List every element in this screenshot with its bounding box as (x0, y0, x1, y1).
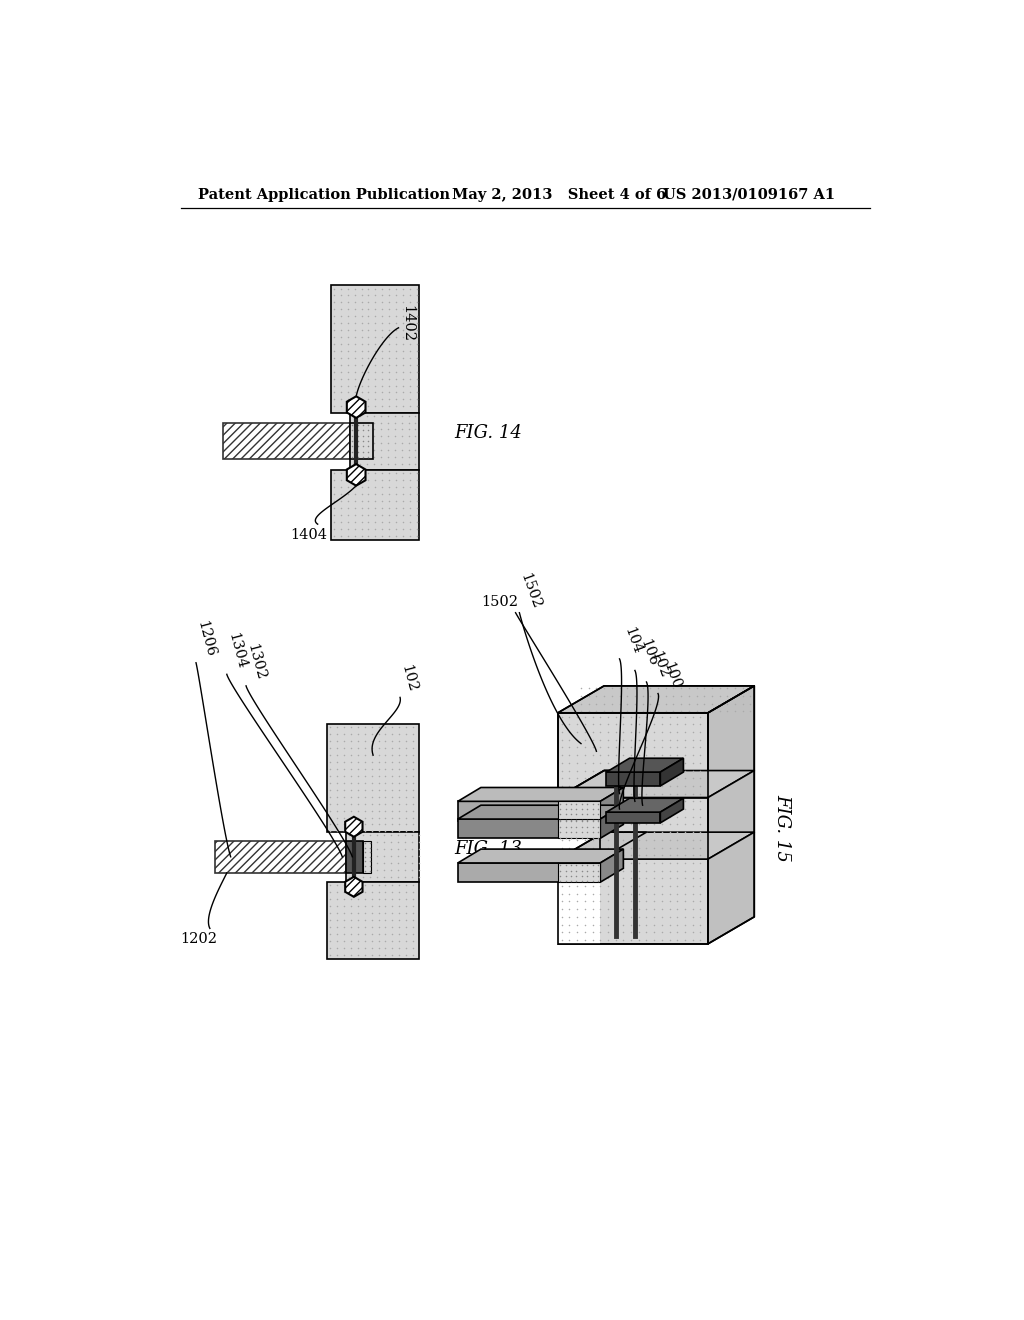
Bar (606, 772, 660, 785)
Polygon shape (708, 686, 755, 797)
Text: 104: 104 (622, 626, 644, 656)
Text: FIG. 13: FIG. 13 (454, 840, 522, 858)
Polygon shape (660, 758, 683, 785)
Text: 100: 100 (660, 660, 683, 692)
Polygon shape (558, 771, 646, 797)
Polygon shape (558, 771, 755, 797)
Text: Patent Application Publication: Patent Application Publication (198, 187, 450, 202)
Bar (350, 422, 373, 459)
Bar (556, 859, 600, 944)
Polygon shape (558, 832, 755, 859)
Text: 1206: 1206 (195, 619, 218, 659)
Text: May 2, 2013   Sheet 4 of 6: May 2, 2013 Sheet 4 of 6 (453, 187, 667, 202)
Text: 1402: 1402 (400, 305, 414, 342)
Bar (556, 797, 600, 859)
Bar (350, 412, 419, 470)
Polygon shape (600, 805, 624, 838)
Polygon shape (708, 771, 755, 859)
Polygon shape (660, 799, 683, 822)
Text: 106: 106 (637, 638, 659, 668)
Text: FIG. 15: FIG. 15 (773, 795, 792, 862)
Bar (346, 832, 419, 882)
Bar (458, 801, 600, 821)
Bar (558, 713, 708, 797)
Polygon shape (347, 396, 366, 418)
Polygon shape (345, 876, 362, 896)
Bar (331, 470, 419, 540)
Bar (346, 841, 364, 873)
Polygon shape (345, 817, 362, 837)
Bar (215, 841, 346, 873)
Bar (558, 859, 708, 944)
Polygon shape (606, 799, 683, 812)
Text: 1202: 1202 (180, 932, 218, 946)
Text: US 2013/0109167 A1: US 2013/0109167 A1 (664, 187, 836, 202)
Text: 1404: 1404 (291, 528, 328, 543)
Bar (327, 725, 419, 832)
Bar (458, 818, 600, 838)
Bar (558, 801, 600, 821)
Text: 1502: 1502 (518, 570, 544, 610)
Bar (223, 422, 350, 459)
Polygon shape (558, 686, 755, 713)
Text: 102: 102 (398, 663, 419, 693)
Text: FIG. 14: FIG. 14 (454, 424, 522, 442)
Polygon shape (606, 758, 683, 772)
Bar (558, 818, 600, 838)
Bar (331, 285, 419, 412)
Bar (458, 863, 600, 882)
Text: 1304: 1304 (225, 631, 249, 671)
Bar (558, 863, 600, 882)
Bar (364, 841, 371, 873)
Text: 1302: 1302 (245, 643, 267, 682)
Bar (558, 797, 708, 859)
Polygon shape (458, 788, 624, 801)
Polygon shape (458, 805, 624, 818)
Polygon shape (600, 788, 624, 821)
Polygon shape (458, 849, 624, 863)
Polygon shape (347, 465, 366, 486)
Bar (327, 882, 419, 960)
Text: 1502: 1502 (481, 595, 518, 609)
Polygon shape (708, 832, 755, 944)
Polygon shape (600, 849, 624, 882)
Text: 102: 102 (649, 649, 672, 680)
Bar (606, 812, 660, 822)
